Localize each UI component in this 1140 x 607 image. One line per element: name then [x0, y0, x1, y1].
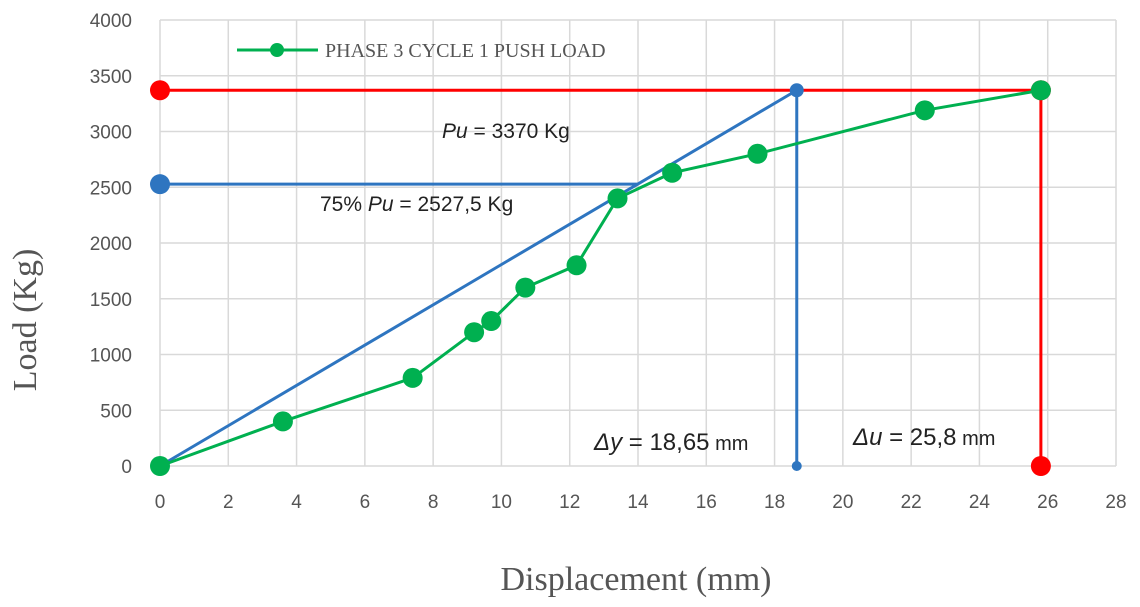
legend-point-marker — [270, 43, 284, 57]
x-tick-label: 6 — [360, 492, 371, 513]
du-annotation: Δu = 25,8 mm — [852, 424, 995, 451]
construction-lines — [150, 80, 1051, 476]
dy-axis-marker — [791, 461, 802, 471]
data-point — [402, 367, 423, 388]
pu-value: = 3370 — [468, 120, 539, 143]
x-tick-label: 0 — [155, 492, 166, 513]
x-tick-label: 22 — [901, 492, 922, 513]
y-tick-label: 1000 — [90, 346, 132, 367]
dy-annotation: Δy = 18,65 mm — [593, 429, 748, 456]
y-tick-label: 2500 — [90, 178, 132, 199]
secant-line — [159, 88, 798, 468]
data-point — [1030, 80, 1051, 101]
data-point — [662, 162, 683, 183]
x-tick-label: 12 — [559, 492, 580, 513]
data-point — [272, 411, 293, 432]
data-point — [607, 188, 628, 209]
data-point — [914, 100, 935, 121]
x-tick-label: 8 — [428, 492, 439, 513]
data-point — [747, 143, 768, 164]
tick-labels: 0 2 4 6 8 10 12 14 16 18 20 22 24 26 28050010001500200… — [90, 11, 1127, 513]
x-tick-label: 10 — [491, 492, 512, 513]
pu-axis-marker — [150, 80, 170, 101]
du-axis-marker — [1030, 456, 1051, 476]
x-tick-label: 24 — [969, 492, 991, 513]
pu75-value: = 2527,5 Kg — [394, 193, 514, 216]
yield-point-marker — [789, 83, 804, 98]
pu75-annotation: 75% Pu = 2527,5 Kg — [320, 193, 513, 216]
data-point — [150, 456, 170, 476]
x-tick-label: 20 — [832, 492, 853, 513]
x-tick-label: 2 — [223, 492, 234, 513]
data-point — [481, 311, 502, 332]
y-tick-label: 500 — [100, 401, 132, 422]
dy-value: = 18,65 — [622, 429, 709, 456]
x-axis-title: Displacement (mm) — [501, 561, 772, 598]
y-tick-label: 3500 — [90, 67, 132, 88]
dy-symbol: Δy — [593, 429, 624, 456]
data-point — [566, 255, 587, 276]
data-point — [515, 277, 536, 298]
grid — [159, 19, 1117, 467]
dy-unit: mm — [710, 433, 749, 455]
pu-unit: Kg — [538, 120, 570, 143]
x-tick-label: 16 — [696, 492, 717, 513]
du-value: = 25,8 — [882, 424, 956, 451]
legend-label: PHASE 3 CYCLE 1 PUSH LOAD — [325, 40, 606, 62]
x-tick-label: 4 — [291, 492, 302, 513]
x-tick-label: 14 — [627, 492, 649, 513]
x-tick-label: 26 — [1037, 492, 1058, 513]
y-tick-label: 2000 — [90, 234, 132, 255]
y-tick-label: 1500 — [90, 290, 132, 311]
y-tick-label: 3000 — [90, 123, 132, 144]
x-tick-label: 28 — [1105, 492, 1126, 513]
y-axis-title: Load (Kg) — [7, 249, 44, 392]
data-series — [150, 80, 1051, 476]
pu-symbol: Pu — [442, 120, 468, 143]
du-unit: mm — [957, 428, 996, 450]
y-tick-label: 4000 — [90, 11, 132, 32]
du-symbol: Δu — [852, 424, 882, 451]
series-line — [159, 88, 1042, 468]
pu75-symbol: Pu — [368, 193, 394, 216]
x-tick-label: 18 — [764, 492, 785, 513]
data-point — [464, 322, 485, 343]
legend: PHASE 3 CYCLE 1 PUSH LOAD — [237, 40, 606, 62]
pu75-prefix: 75% — [320, 193, 368, 216]
load-75-axis-marker — [150, 174, 170, 195]
y-tick-label: 0 — [121, 457, 132, 478]
pu-annotation: Pu = 3370 Kg — [442, 120, 570, 143]
